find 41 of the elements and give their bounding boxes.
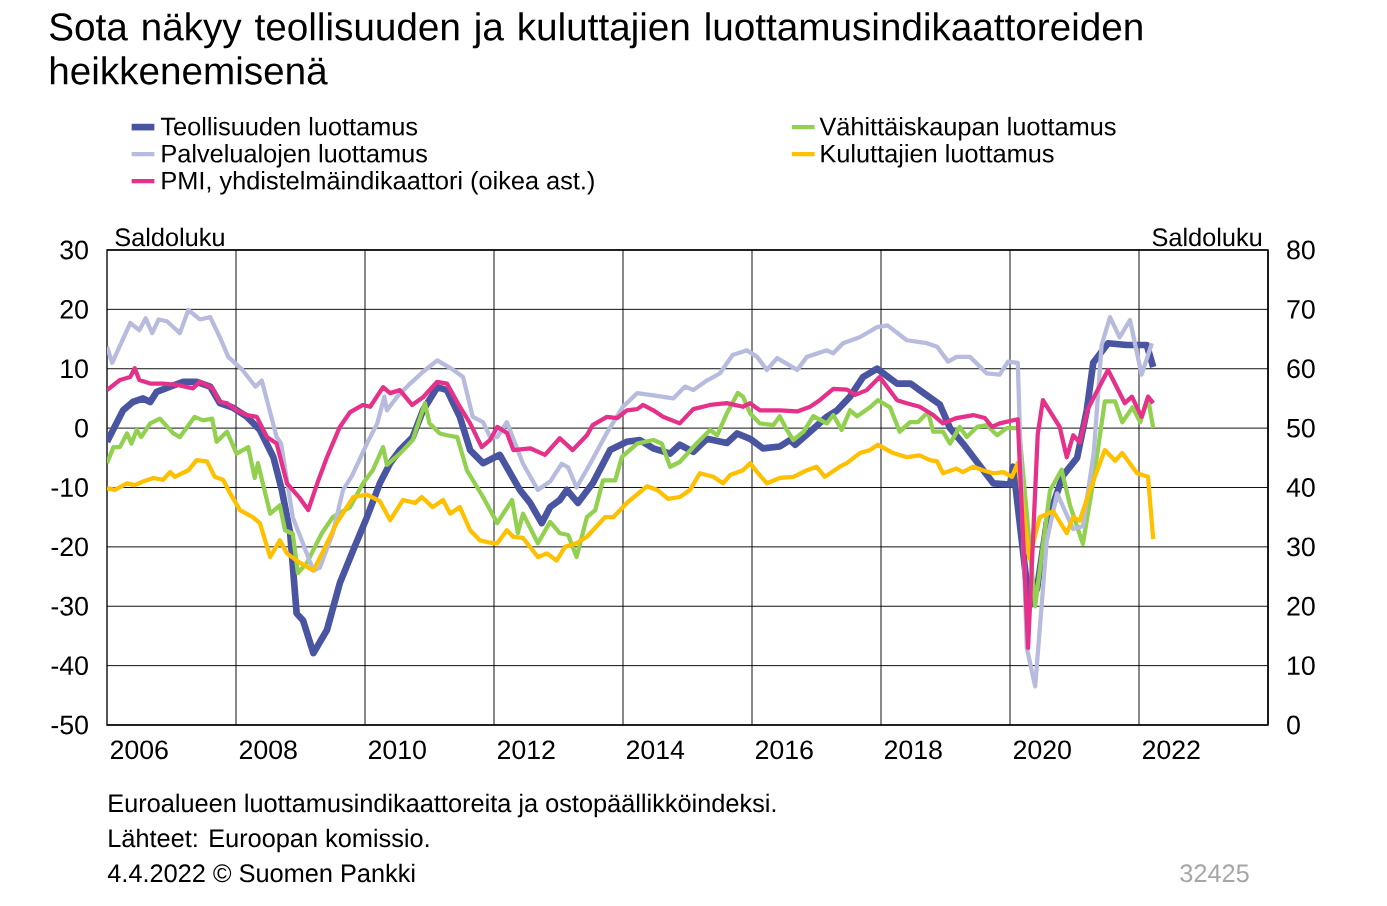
y-tick-label: 20: [60, 299, 88, 319]
legend-label: Kuluttajien luottamus: [821, 143, 1054, 168]
x-tick-label: 2006: [110, 740, 168, 760]
line-series: [107, 442, 1156, 573]
chart-title: Sota näkyy teollisuuden ja kuluttajien luottamusindikaattoreiden heikkenemisenä: [50, 12, 1142, 85]
text: 32425: [1180, 864, 1249, 883]
x-tick-label: 2008: [239, 740, 297, 760]
x-tick-label: 2020: [1013, 740, 1071, 760]
y2-tick-label: 10: [1288, 656, 1315, 676]
legend-label: Teollisuuden luottamus: [160, 116, 418, 136]
y-tick-label: 10: [61, 359, 88, 379]
y2-tick-label: 0: [1287, 715, 1300, 735]
legend-label: Palvelualojen luottamus: [162, 143, 427, 168]
y-tick-label: -50: [51, 715, 88, 735]
y-tick-label: 0: [75, 418, 88, 438]
y-tick-label: -40: [51, 656, 88, 676]
text: 4.4.2022 © Suomen Pankki: [107, 863, 415, 883]
y-tick-label: 30: [60, 240, 88, 260]
y2-tick-label: 70: [1287, 299, 1315, 319]
x-tick-label: 2012: [497, 740, 555, 760]
text: Lähteet: Euroopan komissio.: [109, 828, 429, 853]
y-tick-label: -30: [51, 596, 88, 616]
y2-tick-label: 80: [1287, 240, 1315, 260]
text: Euroalueen luottamusindikaattoreita ja ostopäällikköindeksi.: [109, 793, 776, 818]
legend-label: PMI, yhdistelmäindikaattori (oikea ast.): [162, 170, 594, 195]
x-tick-label: 2018: [884, 740, 942, 760]
y-axis-title: Saldoluku: [115, 227, 224, 247]
y2-tick-label: 50: [1287, 418, 1315, 438]
x-tick-label: 2016: [755, 740, 813, 760]
x-tick-label: 2022: [1142, 740, 1200, 760]
y-tick-label: -20: [51, 537, 88, 557]
y2-tick-label: 30: [1287, 537, 1315, 557]
y2-tick-label: 20: [1287, 596, 1315, 616]
line-series: [107, 390, 1156, 609]
y2-axis-title: Saldoluku: [1152, 227, 1262, 247]
y2-tick-label: 40: [1286, 478, 1315, 497]
legend-label: Vähittäiskaupan luottamus: [819, 116, 1116, 141]
x-tick-label: 2014: [626, 740, 685, 760]
y2-tick-label: 60: [1287, 359, 1315, 379]
x-tick-label: 2010: [368, 740, 426, 760]
y-tick-label: -10: [51, 478, 88, 497]
